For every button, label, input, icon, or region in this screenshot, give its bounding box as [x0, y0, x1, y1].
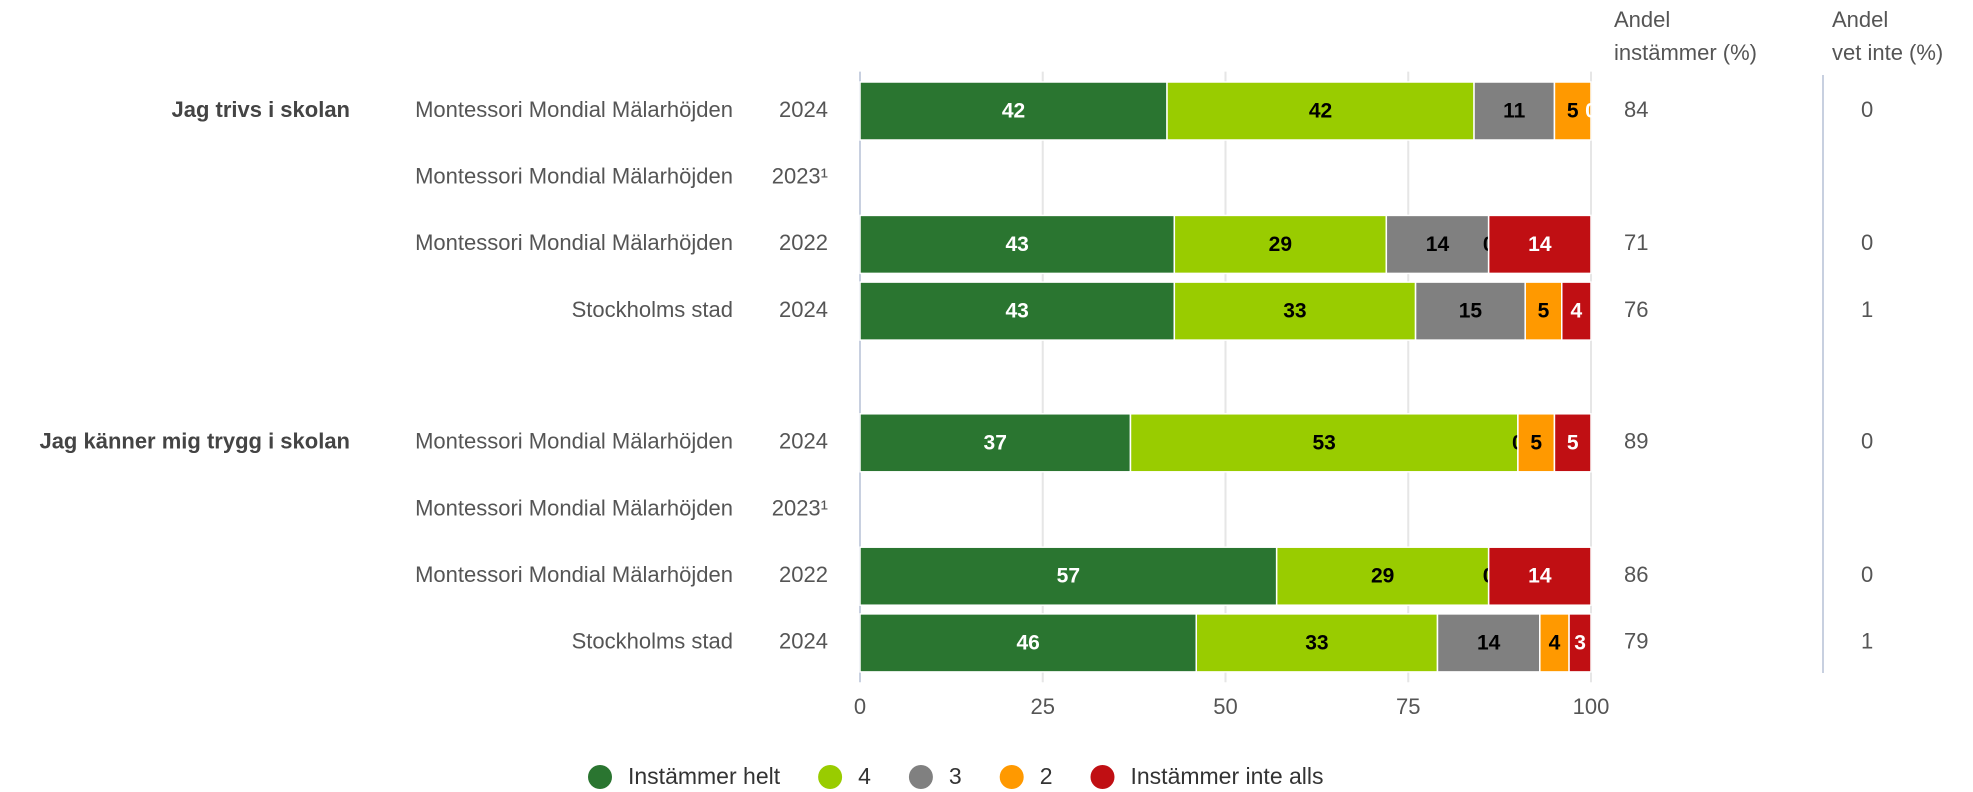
bar-segment	[1275, 546, 1490, 606]
bar-value-label: 4	[1571, 300, 1583, 323]
bar-value-label: 5	[1538, 300, 1550, 323]
bar-value-label: 46	[1016, 631, 1039, 654]
category-label: Montessori Mondial Mälarhöjden	[415, 230, 733, 255]
bar-value-label: 42	[1002, 100, 1025, 123]
x-tick-label: 0	[854, 694, 866, 719]
bar-segment	[859, 81, 1168, 141]
bar-segment	[1195, 613, 1439, 673]
bar-segment	[1524, 281, 1563, 341]
bar-value-label: 4	[1549, 631, 1561, 654]
bar-value-label: 33	[1283, 300, 1306, 323]
bar-value-label: 57	[1057, 565, 1080, 588]
bar-value-label: 42	[1309, 100, 1332, 123]
column-value: 0	[1861, 97, 1873, 122]
bar-value-label: 3	[1574, 631, 1586, 654]
bar-segment	[859, 546, 1278, 606]
legend-marker	[588, 765, 612, 789]
category-label: Montessori Mondial Mälarhöjden	[415, 495, 733, 520]
bar-segment	[1553, 413, 1592, 473]
legend-marker	[1090, 765, 1115, 789]
bar-value-label: 0	[1585, 100, 1597, 123]
year-label: 2023¹	[772, 164, 828, 189]
category-label: Stockholms stad	[572, 629, 733, 654]
category-label: Stockholms stad	[572, 297, 733, 322]
bar-value-label: 14	[1477, 631, 1501, 654]
bar-segment	[1568, 613, 1592, 673]
column-value: 89	[1624, 429, 1648, 454]
column-value: 84	[1624, 97, 1648, 122]
column-header: Andel	[1832, 7, 1888, 32]
bar-value-label: 53	[1313, 431, 1336, 454]
bar-segment	[1129, 413, 1519, 473]
bar-value-label: 5	[1567, 100, 1579, 123]
x-tick-label: 25	[1031, 694, 1055, 719]
bar-segment	[1553, 81, 1592, 141]
year-label: 2024	[779, 297, 828, 322]
bar-value-label: 43	[1005, 233, 1028, 256]
legend-marker	[999, 765, 1024, 789]
column-value: 0	[1861, 230, 1873, 255]
category-label: Montessori Mondial Mälarhöjden	[415, 562, 733, 587]
column-value: 0	[1861, 562, 1873, 587]
bar-segment	[859, 613, 1198, 673]
row-group-label: Jag trivs i skolan	[171, 97, 350, 122]
year-label: 2022	[779, 230, 828, 255]
bar-segment	[859, 281, 1176, 341]
bar-segment	[1436, 613, 1541, 673]
year-label: 2024	[779, 429, 828, 454]
year-label: 2024	[779, 629, 828, 654]
bar-segment	[1173, 214, 1388, 275]
column-header: Andel	[1614, 7, 1670, 32]
column-value: 0	[1861, 429, 1873, 454]
bar-value-label: 14	[1528, 233, 1552, 256]
bar-value-label: 14	[1528, 565, 1552, 588]
column-value: 76	[1624, 297, 1648, 322]
year-label: 2024	[779, 97, 828, 122]
bar-value-label: 37	[984, 431, 1007, 454]
legend-label: Instämmer inte alls	[1131, 763, 1324, 789]
column-value: 86	[1624, 562, 1648, 587]
bar-value-label: 29	[1371, 565, 1394, 588]
row-group-label: Jag känner mig trygg i skolan	[39, 429, 350, 454]
column-header: vet inte (%)	[1832, 40, 1943, 65]
x-tick-label: 100	[1573, 694, 1610, 719]
bar-segment	[1487, 546, 1592, 606]
bar-value-label: 5	[1567, 431, 1579, 454]
column-value: 1	[1861, 629, 1873, 654]
bar-segment	[1517, 413, 1556, 473]
bar-value-label: 5	[1530, 431, 1542, 454]
legend-label: Instämmer helt	[628, 763, 781, 789]
bar-value-label: 15	[1459, 300, 1483, 323]
bar-value-label: 29	[1269, 233, 1292, 256]
legend-marker	[818, 765, 843, 789]
bar-segment	[1473, 81, 1556, 141]
bar-segment	[1487, 214, 1592, 275]
category-label: Montessori Mondial Mälarhöjden	[415, 164, 733, 189]
column-value: 79	[1624, 629, 1648, 654]
bar-value-label: 33	[1305, 631, 1328, 654]
column-value: 1	[1861, 297, 1873, 322]
bar-value-label: 11	[1503, 100, 1526, 123]
legend-marker	[908, 765, 933, 789]
legend-label: 3	[949, 763, 962, 789]
category-label: Montessori Mondial Mälarhöjden	[415, 429, 733, 454]
legend-label: 2	[1040, 763, 1053, 789]
x-tick-label: 75	[1396, 694, 1420, 719]
year-label: 2022	[779, 562, 828, 587]
x-tick-label: 50	[1213, 694, 1237, 719]
column-header: instämmer (%)	[1614, 40, 1757, 65]
category-label: Montessori Mondial Mälarhöjden	[415, 97, 733, 122]
column-value: 71	[1624, 230, 1648, 255]
bar-segment	[1385, 214, 1490, 275]
bar-segment	[1173, 281, 1417, 341]
bar-segment	[1561, 281, 1592, 341]
year-label: 2023¹	[772, 495, 828, 520]
bar-segment	[859, 214, 1176, 275]
bar-segment	[1166, 81, 1475, 141]
bar-value-label: 43	[1005, 300, 1028, 323]
bar-segment	[859, 413, 1132, 473]
bar-value-label: 14	[1426, 233, 1450, 256]
legend-label: 4	[858, 763, 871, 789]
